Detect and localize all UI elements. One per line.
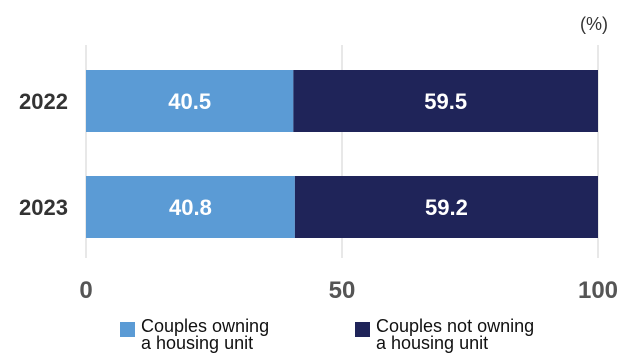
legend-item-not-owning: Couples not owning a housing unit — [355, 316, 576, 353]
unit-label: (%) — [580, 14, 608, 34]
legend-item-owning: Couples owning a housing unit — [120, 316, 341, 353]
bar-2023-series-2 — [294, 176, 598, 238]
data-label-2022-series-2: 59.5 — [424, 89, 467, 114]
legend-label-not-owning-line1: Couples not owning — [376, 316, 535, 336]
x-tick-label-50: 50 — [329, 277, 356, 304]
data-label-2023-series-1: 40.8 — [169, 195, 212, 220]
legend: Couples owning a housing unit Couples no… — [0, 316, 622, 362]
bar-2022-series-2 — [293, 70, 598, 132]
category-label-2023: 2023 — [19, 195, 68, 220]
legend-swatch-not-owning — [355, 322, 370, 337]
bar-2022-series-1 — [86, 70, 294, 132]
x-tick-label-100: 100 — [578, 277, 618, 304]
data-label-2022-series-1: 40.5 — [168, 89, 211, 114]
data-label-2023-series-2: 59.2 — [425, 195, 468, 220]
legend-swatch-owning — [120, 322, 135, 337]
legend-label-not-owning: Couples not owning a housing unit — [376, 316, 576, 353]
legend-label-owning-line2: a housing unit — [141, 333, 254, 353]
legend-label-not-owning-line2: a housing unit — [376, 333, 489, 353]
x-tick-label-0: 0 — [79, 277, 92, 304]
category-label-2022: 2022 — [19, 89, 68, 114]
bar-2023-series-1 — [86, 176, 295, 238]
legend-label-owning-line1: Couples owning — [141, 316, 270, 336]
legend-label-owning: Couples owning a housing unit — [141, 316, 341, 353]
